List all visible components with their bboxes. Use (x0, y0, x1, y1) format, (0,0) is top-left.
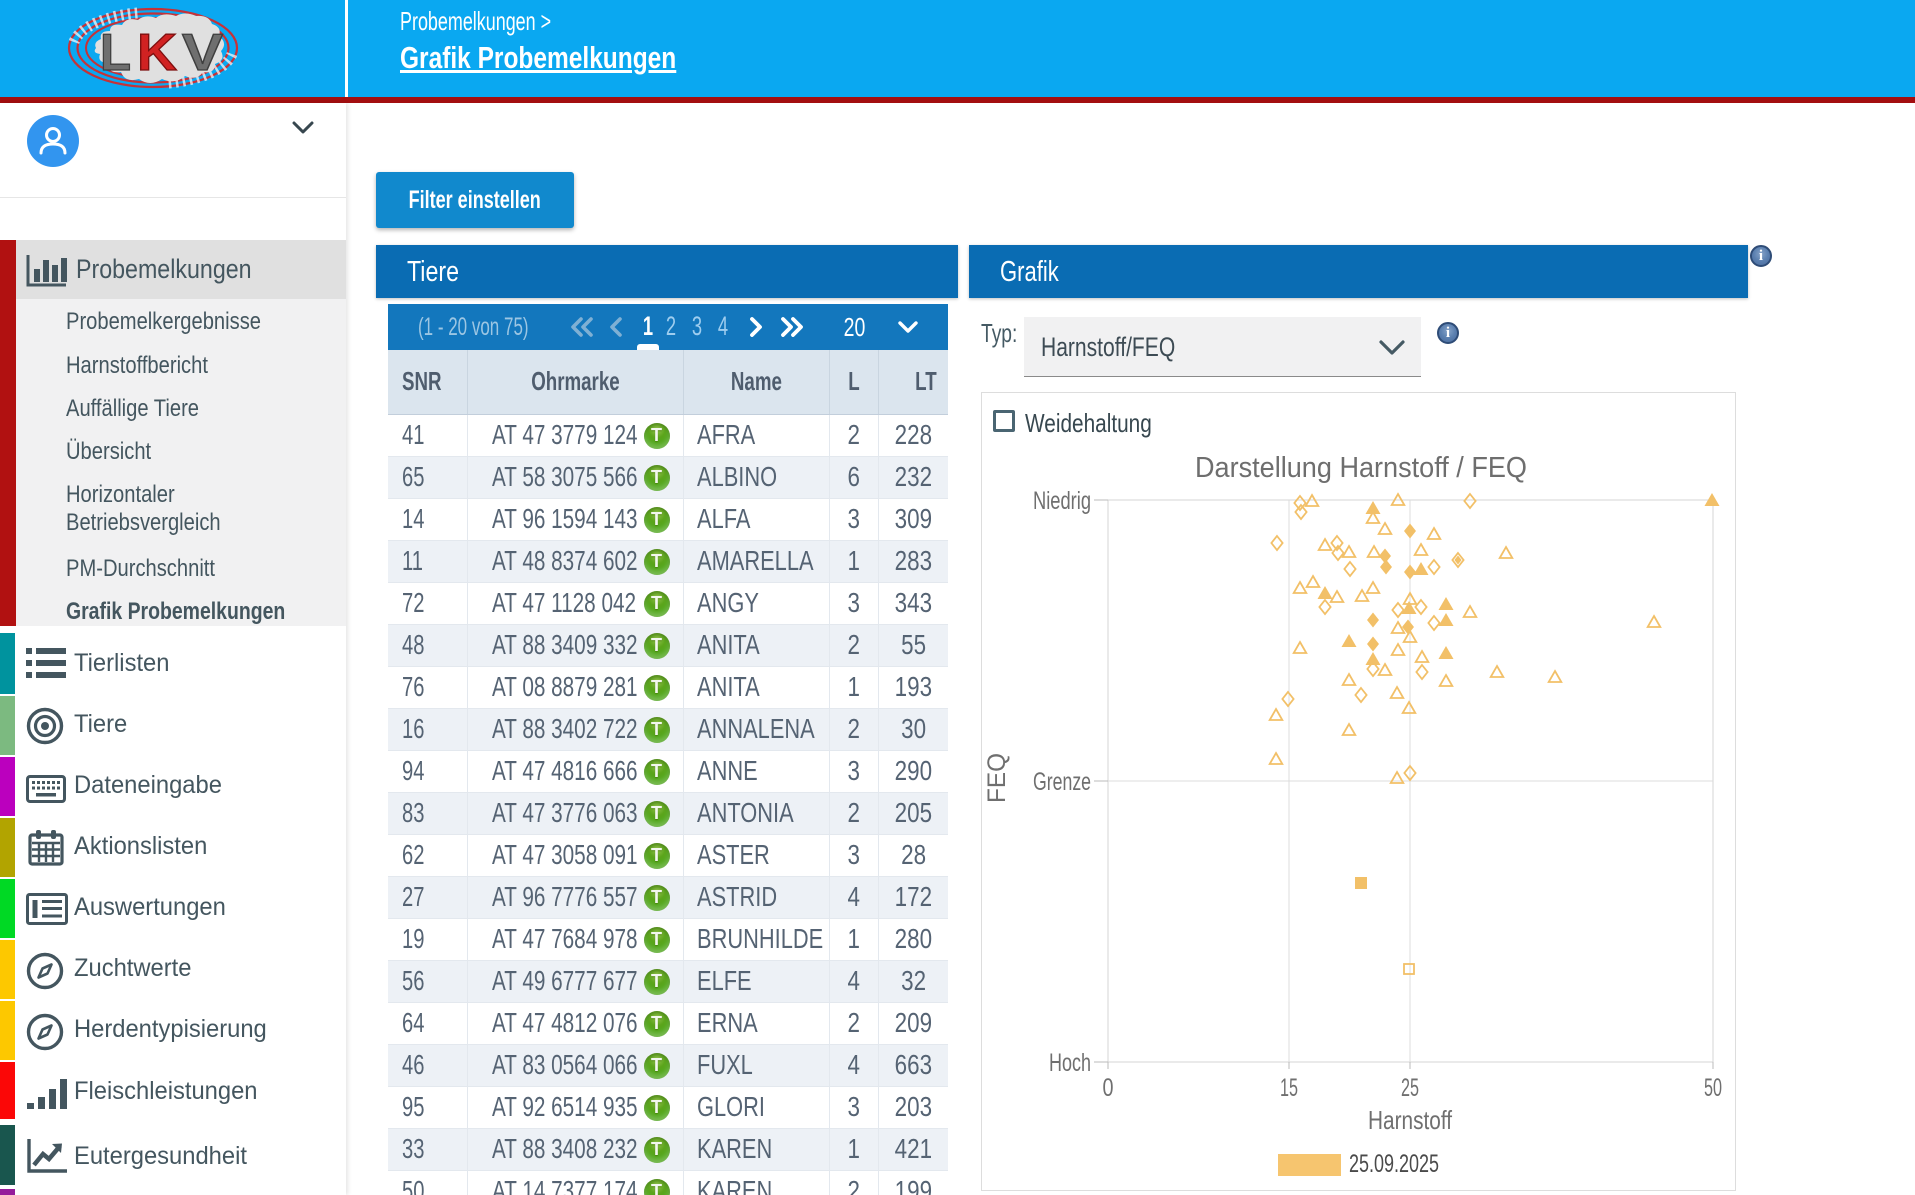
svg-text:Grenze: Grenze (1033, 768, 1091, 796)
svg-text:Niedrig: Niedrig (1033, 487, 1091, 515)
svg-text:50: 50 (1704, 1074, 1722, 1102)
svg-text:Harnstoff: Harnstoff (1368, 1105, 1453, 1135)
svg-text:K: K (137, 24, 177, 82)
svg-text:15: 15 (1280, 1074, 1298, 1102)
svg-text:25: 25 (1401, 1074, 1419, 1102)
svg-text:V: V (182, 24, 223, 82)
svg-text:Hoch: Hoch (1049, 1049, 1091, 1077)
svg-text:25.09.2025: 25.09.2025 (1349, 1150, 1439, 1178)
svg-text:FEQ: FEQ (983, 753, 1011, 803)
svg-text:Darstellung Harnstoff / FEQ: Darstellung Harnstoff / FEQ (1195, 452, 1527, 484)
svg-text:L: L (100, 24, 131, 82)
svg-text:0: 0 (1103, 1074, 1114, 1102)
